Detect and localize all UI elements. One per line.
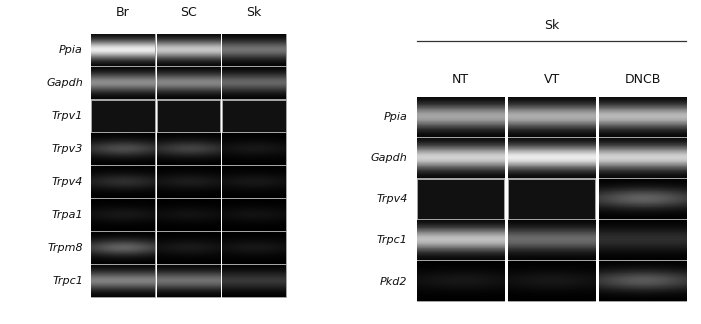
Bar (508, 97, 595, 137)
Bar (508, 138, 595, 178)
Text: Gapdh: Gapdh (371, 153, 407, 163)
Bar (91, 265, 155, 297)
Bar (91, 100, 155, 132)
Bar (91, 67, 155, 99)
Bar (156, 67, 220, 99)
Text: Trpv4: Trpv4 (52, 177, 83, 187)
Bar (91, 34, 155, 66)
Text: SC: SC (180, 6, 197, 19)
Bar (599, 138, 686, 178)
Text: NT: NT (452, 73, 469, 86)
Bar (222, 232, 286, 264)
Bar (508, 262, 595, 301)
Bar (416, 221, 504, 260)
Bar (156, 100, 220, 132)
Bar (222, 34, 286, 66)
Text: Br: Br (116, 6, 130, 19)
Text: Ppia: Ppia (383, 112, 407, 122)
Bar (599, 179, 686, 219)
Bar (599, 97, 686, 137)
Bar (416, 138, 504, 178)
Text: Trpa1: Trpa1 (51, 210, 83, 220)
Bar (222, 265, 286, 297)
Bar (599, 262, 686, 301)
Text: Trpc1: Trpc1 (52, 276, 83, 286)
Text: DNCB: DNCB (625, 73, 661, 86)
Text: Ppia: Ppia (59, 45, 83, 55)
Text: Trpm8: Trpm8 (47, 243, 83, 253)
Bar (222, 100, 286, 132)
Text: Gapdh: Gapdh (46, 78, 83, 88)
Bar (222, 133, 286, 165)
Bar (156, 133, 220, 165)
Bar (416, 262, 504, 301)
Text: Trpv3: Trpv3 (52, 144, 83, 154)
Bar (156, 199, 220, 231)
Text: Trpv1: Trpv1 (52, 111, 83, 121)
Bar (222, 166, 286, 198)
Text: Trpc1: Trpc1 (376, 236, 407, 245)
Bar (222, 67, 286, 99)
Bar (91, 133, 155, 165)
Bar (508, 179, 595, 219)
Bar (156, 166, 220, 198)
Bar (91, 232, 155, 264)
Bar (91, 166, 155, 198)
Text: Sk: Sk (247, 6, 262, 19)
Bar (156, 265, 220, 297)
Bar (508, 221, 595, 260)
Bar (416, 179, 504, 219)
Text: Trpv4: Trpv4 (376, 194, 407, 204)
Bar (599, 221, 686, 260)
Bar (156, 232, 220, 264)
Bar (222, 199, 286, 231)
Bar (91, 199, 155, 231)
Text: Sk: Sk (544, 19, 559, 32)
Bar (156, 34, 220, 66)
Bar (416, 97, 504, 137)
Text: VT: VT (543, 73, 559, 86)
Text: Pkd2: Pkd2 (380, 277, 407, 286)
